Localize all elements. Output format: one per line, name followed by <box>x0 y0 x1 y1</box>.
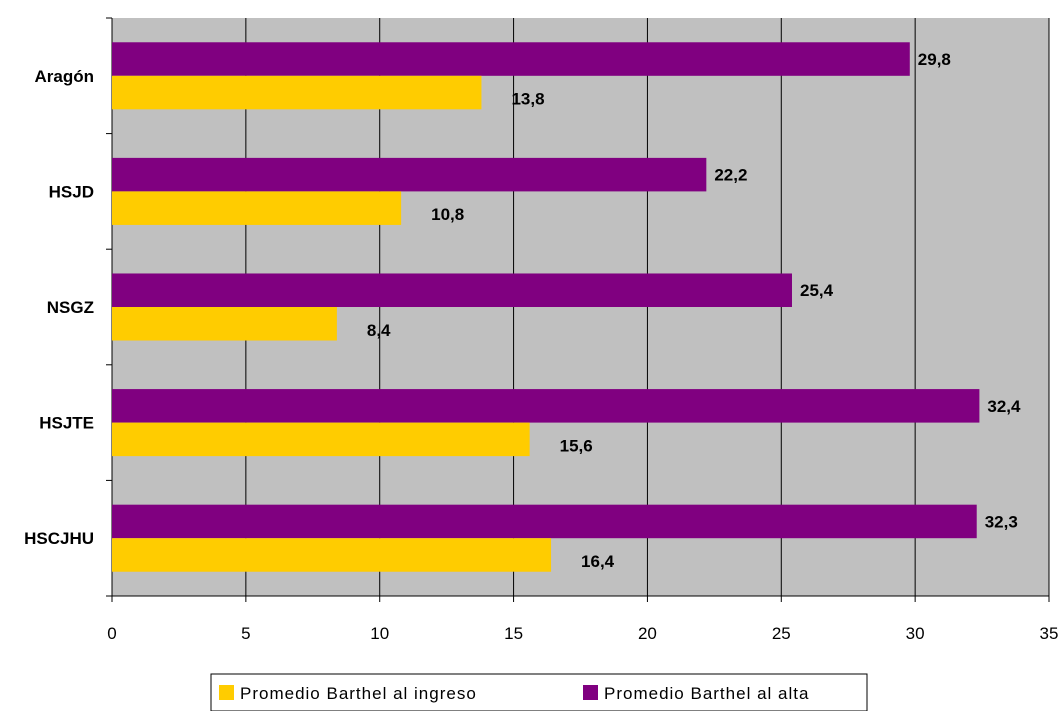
x-tick-label: 25 <box>772 624 791 643</box>
bar-alta <box>112 273 792 307</box>
bar-alta <box>112 389 980 423</box>
legend-swatch-ingreso <box>219 685 234 700</box>
category-label: HSJD <box>49 182 94 201</box>
bar-ingreso <box>112 538 552 572</box>
data-label-alta: 32,3 <box>985 512 1018 531</box>
data-label-ingreso: 10,8 <box>431 205 464 224</box>
data-label-alta: 22,2 <box>714 166 747 185</box>
x-tick-label: 30 <box>906 624 925 643</box>
x-tick-label: 10 <box>370 624 389 643</box>
category-label: HSCJHU <box>24 529 94 548</box>
x-tick-label: 35 <box>1040 624 1059 643</box>
category-label: Aragón <box>35 67 95 86</box>
legend-box <box>210 673 868 711</box>
legend-swatch-alta <box>583 685 598 700</box>
x-tick-label: 15 <box>504 624 523 643</box>
legend-label-ingreso: Promedio Barthel al ingreso <box>240 684 477 703</box>
bar-alta <box>112 504 977 539</box>
data-label-ingreso: 13,8 <box>511 90 544 109</box>
bars <box>112 42 980 572</box>
x-tick-label: 5 <box>241 624 250 643</box>
bar-alta <box>112 42 910 76</box>
data-label-ingreso: 15,6 <box>560 436 593 455</box>
x-tick-label: 0 <box>107 624 116 643</box>
data-label-alta: 25,4 <box>800 281 834 300</box>
data-label-alta: 32,4 <box>987 397 1021 416</box>
bar-ingreso <box>112 307 337 341</box>
x-tick-label: 20 <box>638 624 657 643</box>
labels: 0 5 10 15 20 25 30 35 Aragón 29,8 13,8 HSJD 22,2 10,8… <box>24 50 1058 643</box>
category-label: NSGZ <box>47 298 94 317</box>
bar-ingreso <box>112 191 402 225</box>
legend: Promedio Barthel al ingreso Promedio Bart… <box>210 673 868 711</box>
category-label: HSJTE <box>39 414 94 433</box>
data-label-alta: 29,8 <box>918 50 951 69</box>
bar-alta <box>112 157 707 192</box>
data-label-ingreso: 16,4 <box>581 552 615 571</box>
bar-ingreso <box>112 422 530 457</box>
legend-label-alta: Promedio Barthel al alta <box>604 684 809 703</box>
data-label-ingreso: 8,4 <box>367 321 391 340</box>
bar-ingreso <box>112 75 482 110</box>
